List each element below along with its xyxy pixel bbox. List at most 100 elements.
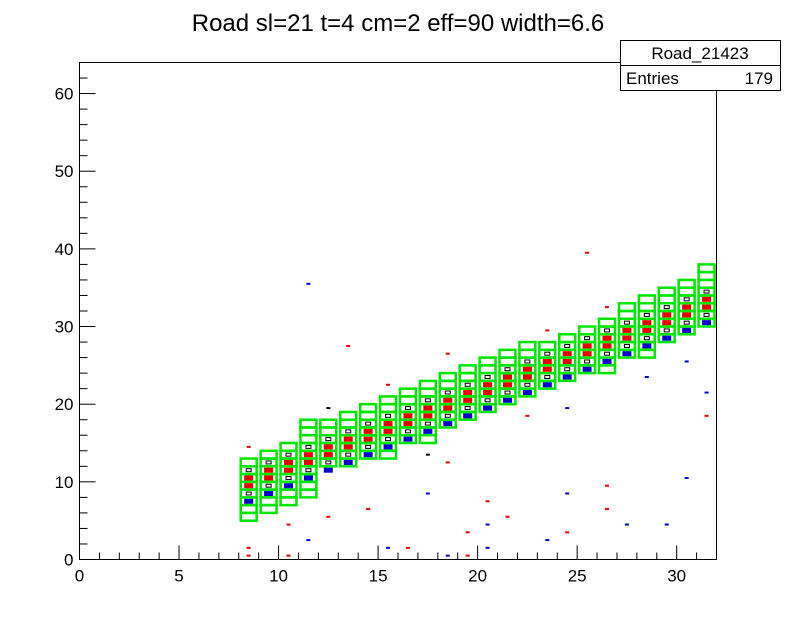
- scatter-point: [565, 492, 570, 495]
- core-band-cell: [562, 358, 572, 364]
- road-band-cell: [557, 333, 577, 344]
- core-band-cell: [404, 429, 411, 434]
- road-band-cell: [319, 418, 338, 429]
- core-band-cell: [383, 444, 393, 450]
- scatter-point: [326, 515, 331, 518]
- core-band-cell: [643, 312, 650, 317]
- core-band-cell: [663, 305, 670, 310]
- x-tick-label: 0: [75, 567, 84, 586]
- scatter-point: [386, 383, 391, 386]
- core-band-cell: [662, 335, 672, 341]
- core-band-cell: [484, 398, 491, 403]
- scatter-point: [525, 414, 530, 417]
- core-band-cell: [544, 375, 551, 380]
- y-tick-label: 20: [55, 395, 74, 414]
- core-band-cell: [363, 428, 373, 434]
- x-tick-label: 30: [667, 567, 686, 586]
- core-band-cell: [484, 375, 491, 380]
- core-band-cell: [623, 343, 630, 348]
- scatter-point: [545, 539, 550, 542]
- core-band-cell: [464, 382, 471, 387]
- core-band-cell: [463, 390, 473, 396]
- core-band-cell: [323, 452, 333, 458]
- road-band-cell: [239, 457, 258, 468]
- core-band-cell: [265, 460, 272, 465]
- core-band-cell: [285, 475, 292, 480]
- scatter-point: [565, 407, 570, 410]
- core-band-cell: [524, 382, 531, 387]
- core-band-cell: [584, 336, 591, 341]
- x-tick-label: 5: [174, 567, 183, 586]
- core-band-cell: [522, 390, 532, 396]
- core-band-cell: [423, 405, 433, 411]
- core-band-cell: [345, 429, 352, 434]
- scatter-point: [485, 546, 490, 549]
- core-band-cell: [702, 320, 712, 326]
- x-tick-label: 10: [269, 567, 288, 586]
- core-band-cell: [325, 460, 332, 465]
- scatter-point: [605, 508, 610, 511]
- scatter-point: [425, 453, 430, 456]
- core-band-cell: [303, 459, 313, 465]
- core-band-cell: [265, 483, 272, 488]
- scatter-point: [366, 508, 371, 511]
- scatter-point: [605, 306, 610, 309]
- core-band-cell: [542, 382, 552, 388]
- scatter-point: [306, 282, 311, 285]
- core-band-cell: [602, 343, 612, 349]
- core-band-cell: [702, 296, 712, 302]
- scatter-point: [445, 554, 450, 557]
- core-band-cell: [642, 327, 652, 333]
- scatter-point: [704, 391, 709, 394]
- core-band-cell: [463, 397, 473, 403]
- core-band-cell: [604, 328, 611, 333]
- core-band-cell: [305, 468, 312, 473]
- stats-entries-label: Entries: [626, 69, 679, 88]
- y-tick-label: 40: [55, 240, 74, 259]
- scatter-point: [445, 461, 450, 464]
- scatter-point: [425, 492, 430, 495]
- scatter-point: [246, 445, 251, 448]
- stats-box-name: Road_21423: [651, 44, 748, 63]
- core-band-cell: [264, 490, 274, 496]
- core-band-cell: [303, 475, 313, 481]
- core-band-cell: [444, 390, 451, 395]
- core-band-cell: [584, 359, 591, 364]
- scatter-point: [624, 523, 629, 526]
- core-band-cell: [443, 421, 453, 427]
- core-band-cell: [702, 304, 712, 310]
- core-band-cell: [365, 444, 372, 449]
- core-band-cell: [643, 336, 650, 341]
- core-band-cell: [403, 436, 413, 442]
- core-band-cell: [365, 421, 372, 426]
- scatter-point: [405, 546, 410, 549]
- core-band-cell: [622, 327, 632, 333]
- scatter-point: [286, 554, 291, 557]
- core-band-cell: [403, 413, 413, 419]
- core-band-cell: [363, 452, 373, 458]
- core-band-cell: [423, 428, 433, 434]
- core-band-cell: [502, 374, 512, 380]
- core-band-cell: [323, 467, 333, 473]
- core-band-cell: [582, 366, 592, 372]
- x-tick-label: 20: [468, 567, 487, 586]
- road-band-layer: [239, 263, 716, 522]
- scatter-point: [246, 554, 251, 557]
- core-band-cell: [703, 312, 710, 317]
- scatter-point: [465, 531, 470, 534]
- scatter-point: [704, 414, 709, 417]
- road-band-cell: [597, 317, 617, 328]
- core-band-cell: [383, 428, 393, 434]
- core-band-cell: [544, 351, 551, 356]
- core-band-cell: [642, 343, 652, 349]
- core-band-cell: [582, 351, 592, 357]
- core-band-cell: [305, 444, 312, 449]
- core-band-cell: [383, 421, 393, 427]
- core-band-cell: [504, 367, 511, 372]
- core-band-cell: [564, 367, 571, 372]
- x-tick-label: 15: [369, 567, 388, 586]
- core-band-cell: [264, 475, 274, 481]
- road-band-cell: [418, 379, 438, 390]
- core-band-cell: [524, 359, 531, 364]
